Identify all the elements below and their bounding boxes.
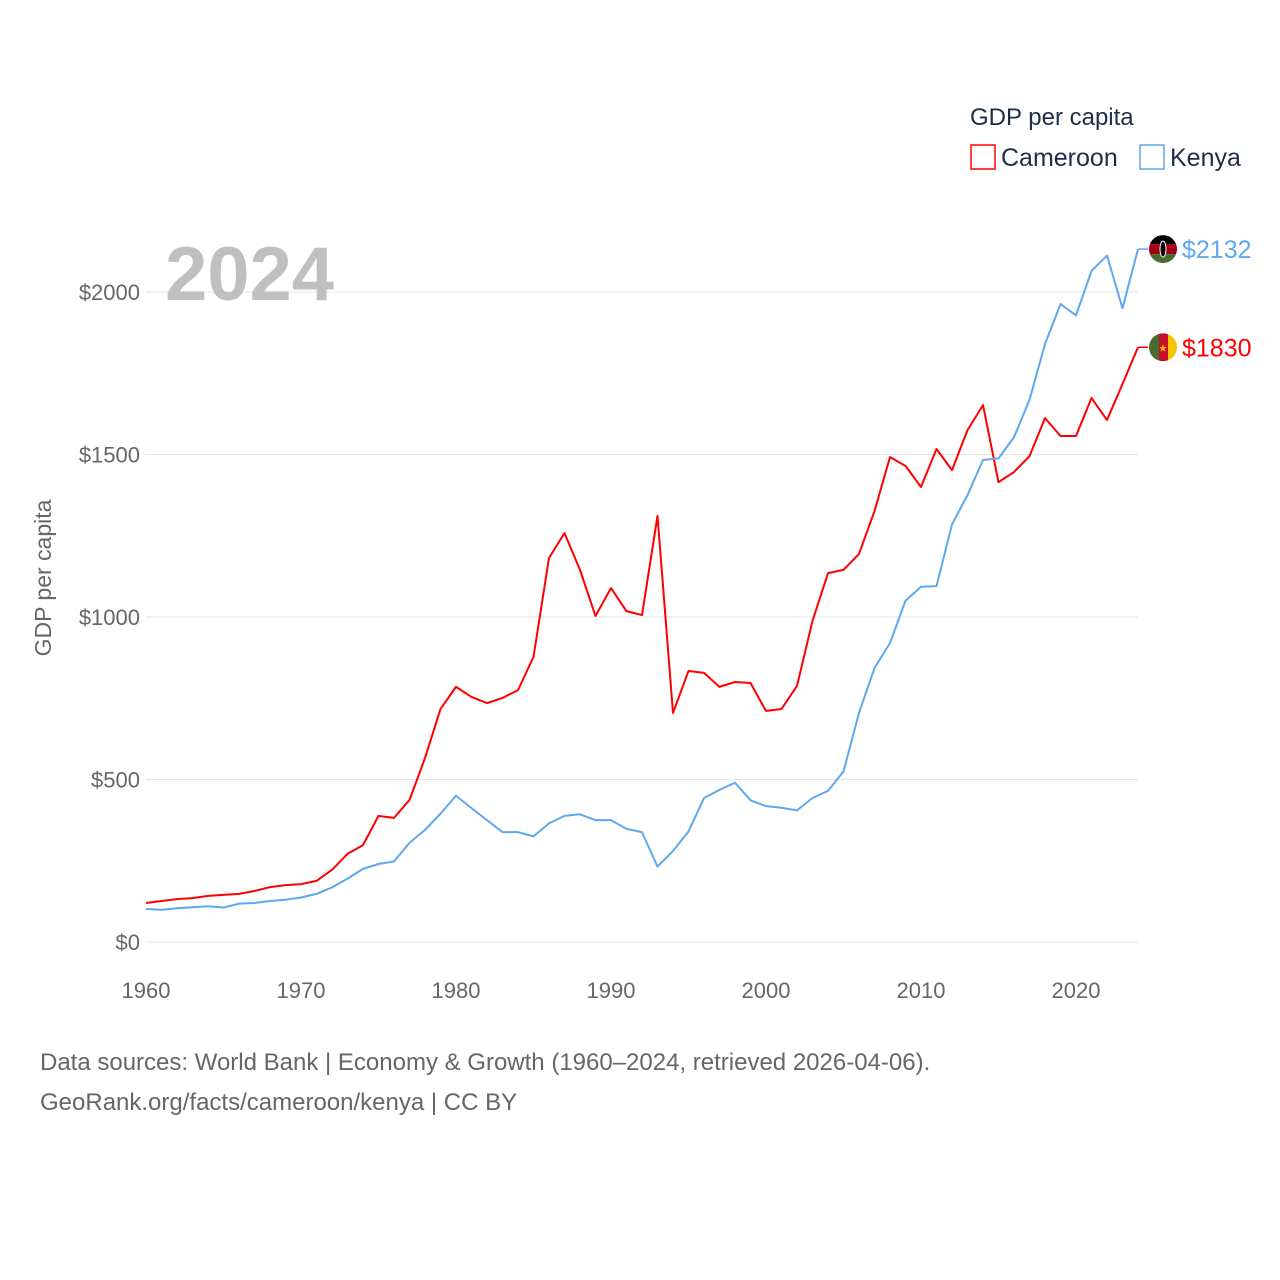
legend-title: GDP per capita [970, 104, 1134, 131]
legend-label: Kenya [1170, 144, 1241, 172]
legend-swatch-kenya [1139, 144, 1165, 170]
footer: Data sources: World Bank | Economy & Gro… [40, 1043, 930, 1123]
y-tick-label: $0 [116, 930, 140, 955]
year-watermark: 2024 [165, 232, 334, 317]
series-line-kenya [145, 248, 1139, 911]
x-tick-label: 1960 [122, 978, 171, 1003]
legend-swatch-cameroon [970, 144, 996, 170]
flag-shield [1159, 240, 1167, 258]
source-link[interactable]: GeoRank.org/facts/cameroon/kenya | CC BY [40, 1089, 518, 1116]
y-tick-label: $2000 [79, 280, 140, 305]
end-value-label: $2132 [1182, 236, 1252, 264]
x-tick-label: 1990 [587, 978, 636, 1003]
x-tick-label: 1970 [277, 978, 326, 1003]
y-axis-label: GDP per capita [30, 499, 56, 656]
x-tick-label: 2010 [897, 978, 946, 1003]
y-tick-label: $1000 [79, 605, 140, 630]
flag-stripe [1149, 333, 1159, 362]
flag-stripe [1149, 235, 1177, 245]
data-sources: Data sources: World Bank | Economy & Gro… [40, 1049, 931, 1076]
flag-star: ★ [1159, 343, 1168, 354]
flag-stripe [1159, 333, 1168, 362]
y-tick-label: $1500 [79, 443, 140, 468]
flag-cameroon-icon: ★ [1149, 333, 1177, 362]
x-tick-label: 2020 [1052, 978, 1101, 1003]
flag-kenya-icon [1149, 235, 1177, 264]
flag-stripe [1149, 254, 1177, 264]
flag-stripe [1168, 333, 1177, 362]
legend-label: Cameroon [1001, 144, 1118, 172]
y-tick-label: $500 [91, 768, 140, 793]
end-value-label: $1830 [1182, 334, 1252, 362]
x-tick-label: 1980 [432, 978, 481, 1003]
x-tick-label: 2000 [742, 978, 791, 1003]
series-line-cameroon [145, 346, 1139, 904]
